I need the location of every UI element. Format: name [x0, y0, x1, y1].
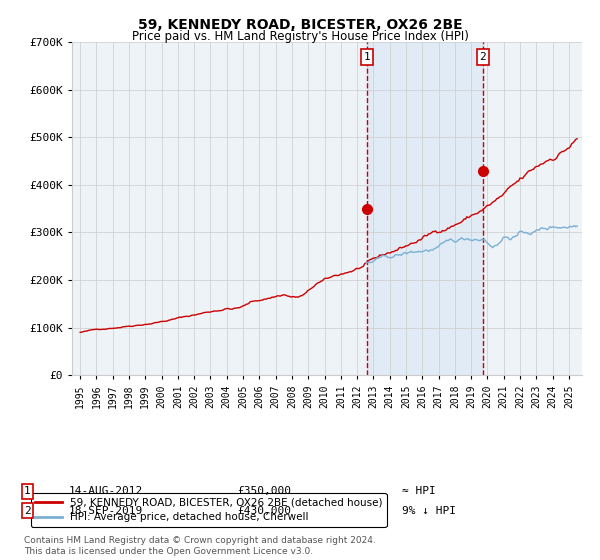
Text: 2: 2: [24, 506, 31, 516]
Text: Contains HM Land Registry data © Crown copyright and database right 2024.
This d: Contains HM Land Registry data © Crown c…: [24, 536, 376, 556]
Text: 1: 1: [364, 52, 371, 62]
Text: £430,000: £430,000: [237, 506, 291, 516]
Text: 14-AUG-2012: 14-AUG-2012: [69, 487, 143, 497]
Bar: [367, 42, 483, 375]
Text: 18-SEP-2019: 18-SEP-2019: [69, 506, 143, 516]
Text: £350,000: £350,000: [237, 487, 291, 497]
Text: Price paid vs. HM Land Registry's House Price Index (HPI): Price paid vs. HM Land Registry's House …: [131, 30, 469, 43]
Text: 2: 2: [479, 52, 487, 62]
Legend: 59, KENNEDY ROAD, BICESTER, OX26 2BE (detached house), HPI: Average price, detac: 59, KENNEDY ROAD, BICESTER, OX26 2BE (de…: [31, 493, 386, 526]
Text: 59, KENNEDY ROAD, BICESTER, OX26 2BE: 59, KENNEDY ROAD, BICESTER, OX26 2BE: [137, 18, 463, 32]
Text: ≈ HPI: ≈ HPI: [402, 487, 436, 497]
Text: 9% ↓ HPI: 9% ↓ HPI: [402, 506, 456, 516]
Text: 1: 1: [24, 487, 31, 497]
